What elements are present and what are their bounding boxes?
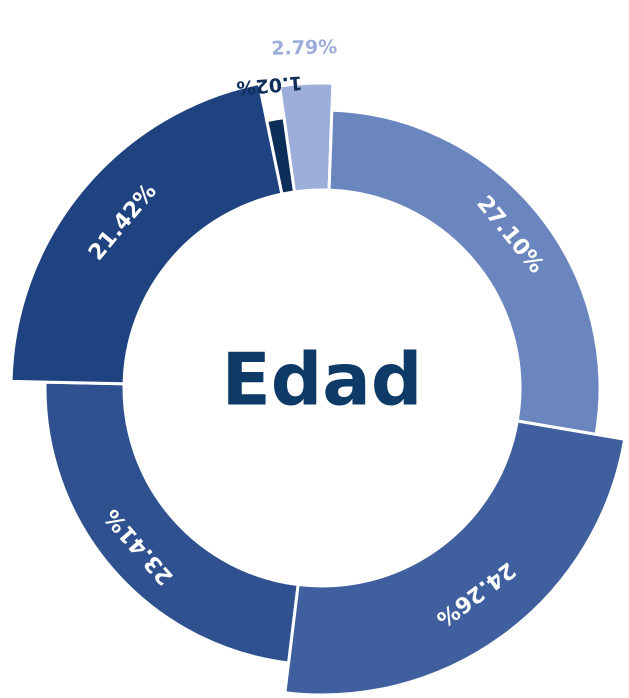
chart-title: Edad — [222, 338, 423, 422]
data-label: 2.79% — [271, 36, 337, 60]
slice — [9, 81, 284, 386]
slice — [327, 108, 602, 437]
slice — [283, 419, 627, 697]
slice — [43, 380, 300, 665]
data-label: 1.02% — [236, 71, 304, 99]
slice — [264, 115, 297, 196]
